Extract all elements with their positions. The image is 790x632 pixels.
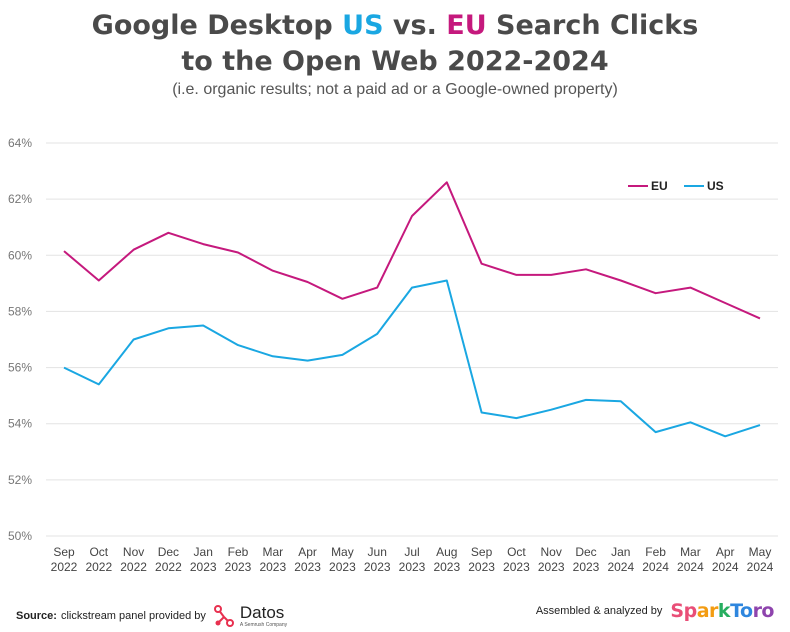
x-tick-label-month: Oct <box>89 545 108 559</box>
x-tick-label-year: 2024 <box>677 560 704 574</box>
chart-title: Google Desktop US vs. EU Search Clicks t… <box>0 8 790 80</box>
y-tick-label: 60% <box>8 248 32 262</box>
x-tick-label-month: Jun <box>368 545 387 559</box>
x-tick-label-month: Nov <box>123 545 144 559</box>
x-tick-label-year: 2024 <box>642 560 669 574</box>
datos-tagline: A Semrush Company <box>239 621 288 628</box>
x-tick-label-month: Dec <box>158 545 179 559</box>
title-line-1: Google Desktop US vs. EU Search Clicks <box>91 10 699 41</box>
x-tick-label-month: Feb <box>228 545 249 559</box>
series-line-us <box>63 279 761 438</box>
title-us: US <box>342 10 384 41</box>
title-line-2: to the Open Web 2022-2024 <box>181 46 609 77</box>
x-tick-label-month: Jul <box>404 545 419 559</box>
source-footer: Source: clickstream panel provided by Da… <box>16 604 287 628</box>
datos-name: Datos <box>239 602 285 622</box>
x-tick-label-month: Sep <box>471 545 493 559</box>
datos-logo: Datos A Semrush Company <box>212 604 287 628</box>
x-tick-label-month: Apr <box>716 545 735 559</box>
x-tick-label-month: Mar <box>262 545 283 559</box>
x-tick-label-year: 2023 <box>433 560 460 574</box>
x-tick-label-month: Apr <box>298 545 317 559</box>
source-text: clickstream panel provided by <box>60 610 206 622</box>
x-tick-label-month: Mar <box>680 545 701 559</box>
legend-label-us: US <box>707 179 724 193</box>
y-tick-label: 56% <box>8 361 32 375</box>
x-tick-label-year: 2022 <box>85 560 112 574</box>
credit-footer: Assembled & analyzed by SparkToro <box>535 600 775 622</box>
y-tick-label: 52% <box>8 473 32 487</box>
x-tick-label-year: 2022 <box>120 560 147 574</box>
title-eu: EU <box>446 10 487 41</box>
x-tick-label-month: Nov <box>541 545 562 559</box>
x-tick-label-month: Sep <box>53 545 75 559</box>
line-chart: 50%52%54%56%58%60%62%64% Sep2022Oct2022N… <box>8 136 778 574</box>
chart-subtitle: (i.e. organic results; not a paid ad or … <box>172 81 618 98</box>
sparktoro-logo: SparkToro <box>670 600 774 622</box>
y-axis-ticks: 50% 52% 54% 56% 58% 60% 62% 64% <box>8 136 32 543</box>
x-tick-label-month: Dec <box>575 545 596 559</box>
datos-icon <box>213 605 234 627</box>
x-tick-label-year: 2023 <box>573 560 600 574</box>
x-tick-label-year: 2024 <box>747 560 774 574</box>
x-tick-label-year: 2024 <box>607 560 634 574</box>
x-tick-label-year: 2023 <box>294 560 321 574</box>
x-tick-label-year: 2023 <box>329 560 356 574</box>
x-tick-label-year: 2022 <box>51 560 78 574</box>
x-tick-label-month: Jan <box>194 545 213 559</box>
x-tick-label-month: Feb <box>645 545 666 559</box>
y-tick-label: 54% <box>8 417 32 431</box>
credit-text: Assembled & analyzed by <box>535 605 663 617</box>
y-tick-label: 58% <box>8 304 32 318</box>
x-tick-label-month: Aug <box>436 545 457 559</box>
x-tick-label-month: Jan <box>611 545 630 559</box>
x-tick-label-year: 2023 <box>468 560 495 574</box>
y-tick-label: 50% <box>8 529 32 543</box>
x-tick-label-year: 2023 <box>190 560 217 574</box>
x-tick-label-year: 2023 <box>364 560 391 574</box>
x-tick-label-month: Oct <box>507 545 526 559</box>
series-lines <box>63 181 761 438</box>
x-tick-label-year: 2023 <box>399 560 426 574</box>
x-tick-label-year: 2023 <box>538 560 565 574</box>
x-tick-label-year: 2023 <box>259 560 286 574</box>
x-tick-label-month: May <box>331 545 354 559</box>
x-tick-label-year: 2023 <box>225 560 252 574</box>
x-tick-label-year: 2022 <box>155 560 182 574</box>
series-line-eu <box>63 181 761 320</box>
x-tick-label-month: May <box>749 545 772 559</box>
y-tick-label: 64% <box>8 136 32 150</box>
x-tick-label-year: 2024 <box>712 560 739 574</box>
y-tick-label: 62% <box>8 192 32 206</box>
x-tick-label-year: 2023 <box>503 560 530 574</box>
legend: EU US <box>628 179 724 193</box>
x-axis-ticks: Sep2022Oct2022Nov2022Dec2022Jan2023Feb20… <box>51 545 774 574</box>
gridlines <box>46 142 778 537</box>
legend-label-eu: EU <box>651 179 668 193</box>
source-label: Source: <box>16 610 57 622</box>
